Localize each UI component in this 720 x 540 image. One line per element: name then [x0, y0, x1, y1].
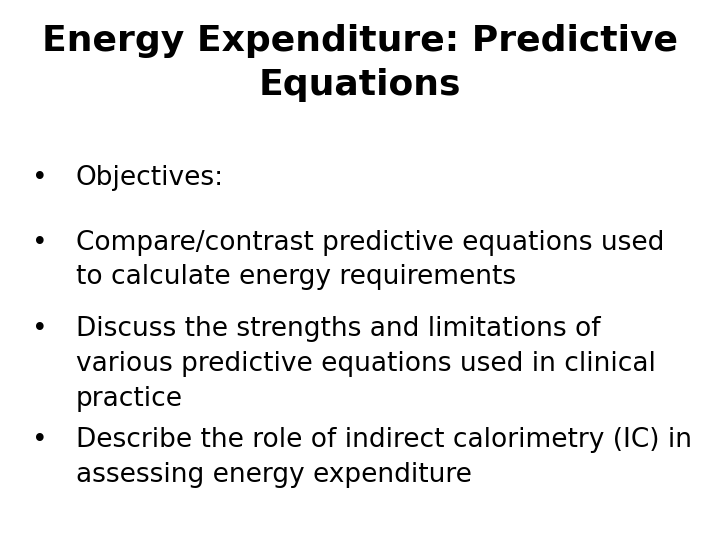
Text: Describe the role of indirect calorimetry (IC) in
assessing energy expenditure: Describe the role of indirect calorimetr… [76, 427, 692, 488]
Text: •: • [32, 165, 48, 191]
Text: •: • [32, 316, 48, 342]
Text: Compare/contrast predictive equations used
to calculate energy requirements: Compare/contrast predictive equations us… [76, 230, 664, 291]
Text: Objectives:: Objectives: [76, 165, 224, 191]
Text: Energy Expenditure: Predictive
Equations: Energy Expenditure: Predictive Equations [42, 24, 678, 102]
Text: •: • [32, 427, 48, 453]
Text: •: • [32, 230, 48, 255]
Text: Discuss the strengths and limitations of
various predictive equations used in cl: Discuss the strengths and limitations of… [76, 316, 655, 412]
